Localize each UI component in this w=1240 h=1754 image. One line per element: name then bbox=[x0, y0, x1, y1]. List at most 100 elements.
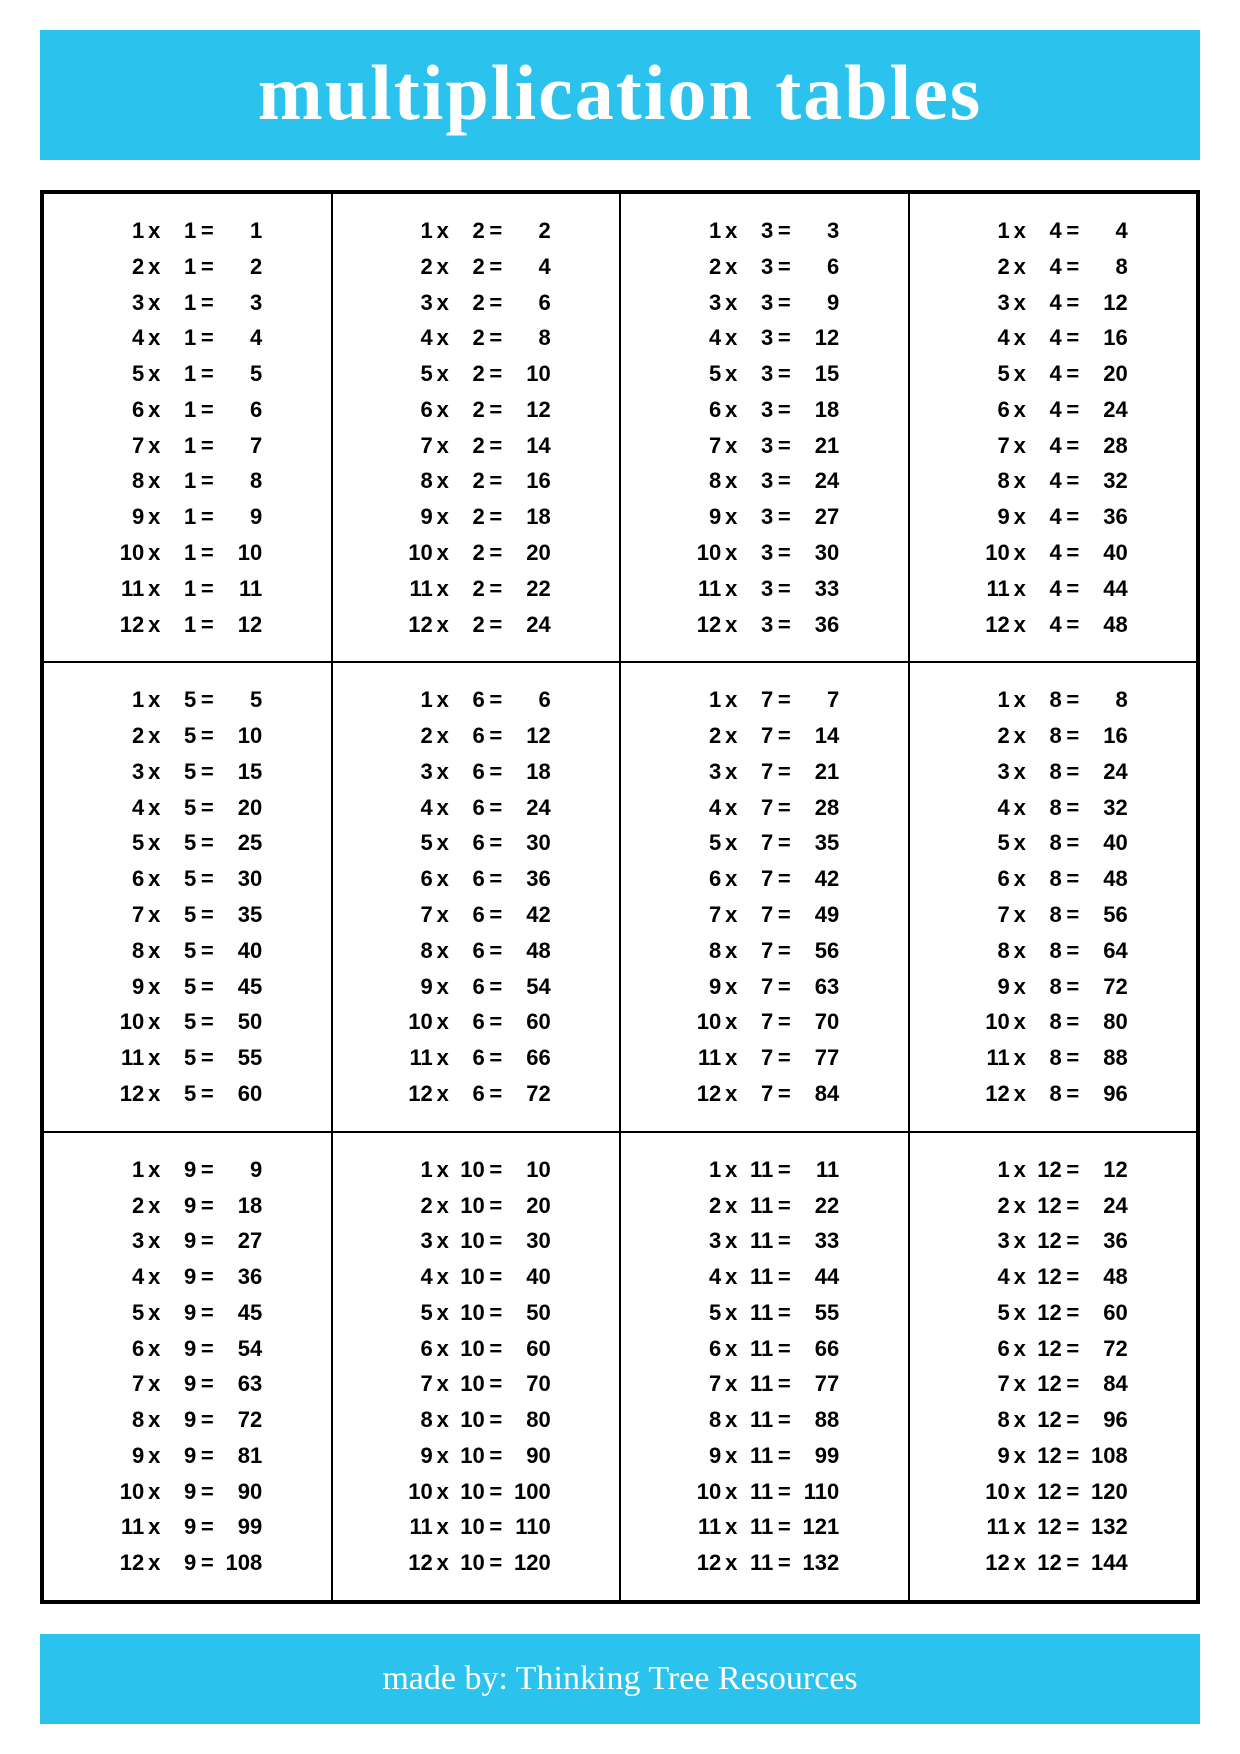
equation-row: 9x8=72 bbox=[920, 972, 1187, 1002]
multiplier: 4 bbox=[1030, 502, 1062, 532]
multiplier: 12 bbox=[1030, 1405, 1062, 1435]
equation-row: 7x9=63 bbox=[54, 1369, 321, 1399]
product: 24 bbox=[507, 793, 551, 823]
equals-sign: = bbox=[485, 395, 507, 425]
multiplier: 1 bbox=[164, 431, 196, 461]
multiplier: 12 bbox=[1030, 1512, 1062, 1542]
multiplicand: 5 bbox=[689, 828, 721, 858]
multiplicand: 10 bbox=[401, 1477, 433, 1507]
operator: x bbox=[144, 1441, 164, 1471]
product: 15 bbox=[218, 757, 262, 787]
operator: x bbox=[433, 793, 453, 823]
equals-sign: = bbox=[773, 828, 795, 858]
product: 16 bbox=[1084, 721, 1128, 751]
operator: x bbox=[144, 252, 164, 282]
operator: x bbox=[721, 721, 741, 751]
multiplicand: 1 bbox=[689, 685, 721, 715]
equals-sign: = bbox=[773, 1298, 795, 1328]
multiplicand: 11 bbox=[978, 574, 1010, 604]
product: 88 bbox=[795, 1405, 839, 1435]
product: 27 bbox=[795, 502, 839, 532]
product: 20 bbox=[1084, 359, 1128, 389]
multiplicand: 6 bbox=[689, 1334, 721, 1364]
equals-sign: = bbox=[1062, 574, 1084, 604]
equation-row: 5x12=60 bbox=[920, 1298, 1187, 1328]
product: 84 bbox=[1084, 1369, 1128, 1399]
multiplicand: 6 bbox=[689, 864, 721, 894]
product: 30 bbox=[507, 828, 551, 858]
operator: x bbox=[144, 502, 164, 532]
operator: x bbox=[1010, 1548, 1030, 1578]
multiplier: 12 bbox=[1030, 1262, 1062, 1292]
multiplier: 7 bbox=[741, 864, 773, 894]
operator: x bbox=[1010, 359, 1030, 389]
equals-sign: = bbox=[1062, 1512, 1084, 1542]
multiplicand: 10 bbox=[112, 1477, 144, 1507]
product: 27 bbox=[218, 1226, 262, 1256]
product: 110 bbox=[795, 1477, 839, 1507]
equals-sign: = bbox=[196, 1334, 218, 1364]
operator: x bbox=[1010, 1369, 1030, 1399]
multiplicand: 3 bbox=[112, 1226, 144, 1256]
equation-row: 11x1=11 bbox=[54, 574, 321, 604]
equation-row: 8x5=40 bbox=[54, 936, 321, 966]
operator: x bbox=[433, 936, 453, 966]
equation-row: 6x9=54 bbox=[54, 1334, 321, 1364]
multiplicand: 6 bbox=[978, 395, 1010, 425]
operator: x bbox=[721, 502, 741, 532]
product: 6 bbox=[218, 395, 262, 425]
multiplicand: 3 bbox=[978, 1226, 1010, 1256]
multiplier: 5 bbox=[164, 685, 196, 715]
multiplier: 2 bbox=[453, 466, 485, 496]
equation-row: 8x9=72 bbox=[54, 1405, 321, 1435]
equals-sign: = bbox=[485, 793, 507, 823]
product: 20 bbox=[218, 793, 262, 823]
multiplier: 9 bbox=[164, 1155, 196, 1185]
operator: x bbox=[433, 828, 453, 858]
equation-row: 7x11=77 bbox=[631, 1369, 898, 1399]
multiplicand: 3 bbox=[401, 288, 433, 318]
multiplicand: 5 bbox=[112, 359, 144, 389]
multiplier: 10 bbox=[453, 1191, 485, 1221]
product: 8 bbox=[1084, 252, 1128, 282]
operator: x bbox=[433, 685, 453, 715]
multiplicand: 7 bbox=[112, 900, 144, 930]
product: 90 bbox=[507, 1441, 551, 1471]
multiplicand: 12 bbox=[112, 1079, 144, 1109]
multiplier: 7 bbox=[741, 1079, 773, 1109]
multiplier: 9 bbox=[164, 1334, 196, 1364]
operator: x bbox=[144, 431, 164, 461]
multiplicand: 2 bbox=[689, 1191, 721, 1221]
equation-row: 2x5=10 bbox=[54, 721, 321, 751]
equation-row: 4x12=48 bbox=[920, 1262, 1187, 1292]
multiplier: 6 bbox=[453, 1007, 485, 1037]
table-cell-1: 1x1=12x1=23x1=34x1=45x1=56x1=67x1=78x1=8… bbox=[43, 193, 332, 662]
multiplier: 3 bbox=[741, 574, 773, 604]
multiplier: 10 bbox=[453, 1441, 485, 1471]
equals-sign: = bbox=[485, 1079, 507, 1109]
product: 12 bbox=[1084, 288, 1128, 318]
operator: x bbox=[144, 1405, 164, 1435]
multiplier: 7 bbox=[741, 936, 773, 966]
multiplier: 4 bbox=[1030, 216, 1062, 246]
equals-sign: = bbox=[773, 1043, 795, 1073]
equals-sign: = bbox=[773, 574, 795, 604]
operator: x bbox=[433, 252, 453, 282]
multiplicand: 3 bbox=[112, 757, 144, 787]
equation-row: 8x7=56 bbox=[631, 936, 898, 966]
product: 96 bbox=[1084, 1079, 1128, 1109]
multiplier: 1 bbox=[164, 359, 196, 389]
multiplier: 1 bbox=[164, 466, 196, 496]
equation-row: 6x4=24 bbox=[920, 395, 1187, 425]
equals-sign: = bbox=[1062, 1405, 1084, 1435]
equation-row: 2x6=12 bbox=[343, 721, 610, 751]
product: 70 bbox=[507, 1369, 551, 1399]
equals-sign: = bbox=[485, 1007, 507, 1037]
equals-sign: = bbox=[196, 1512, 218, 1542]
multiplicand: 12 bbox=[401, 1548, 433, 1578]
equation-row: 9x10=90 bbox=[343, 1441, 610, 1471]
product: 132 bbox=[795, 1548, 839, 1578]
multiplicand: 2 bbox=[401, 721, 433, 751]
tables-grid: 1x1=12x1=23x1=34x1=45x1=56x1=67x1=78x1=8… bbox=[40, 190, 1200, 1604]
multiplicand: 12 bbox=[112, 610, 144, 640]
